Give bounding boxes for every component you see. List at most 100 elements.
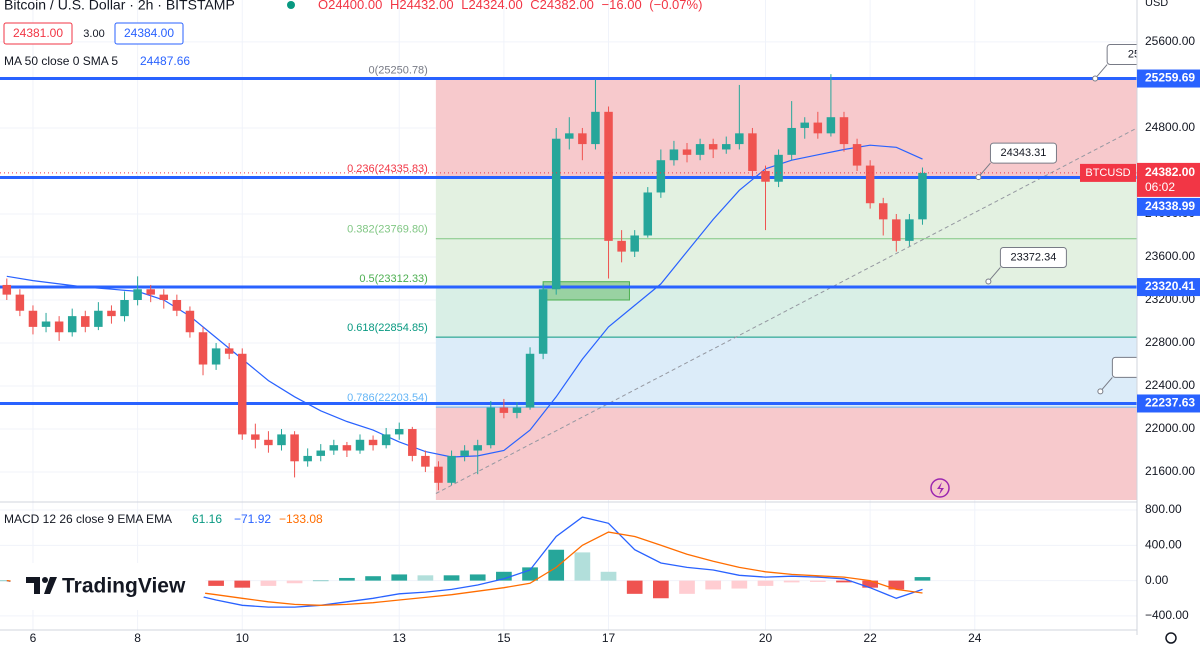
fib-zone [435,177,1137,239]
ohlc-change-pct: (−0.07%) [649,0,702,12]
hline-price-tag [1137,394,1200,413]
callout-box [989,142,1057,164]
candle-body [185,310,195,333]
axis-background [1137,0,1200,647]
callout-leader [1099,377,1113,392]
candle-body [2,284,12,295]
callout-box [999,246,1067,268]
histogram-bar [862,580,878,588]
histogram-bar [365,576,381,581]
hline-price-label: 22237.63 [1145,396,1195,410]
spread: 3.00 [83,28,104,40]
ask-box[interactable] [114,22,184,45]
candle-body [512,407,522,413]
histogram-bar [809,580,826,582]
candle-body [656,160,666,193]
callout-text: 23372.34 [1010,251,1056,263]
y-tick-label: 400.00 [1145,538,1182,552]
candle-body [316,450,325,456]
histogram-bar [679,580,695,594]
candle-body [682,149,692,155]
fib-level-label: 0.5(23312.33) [359,273,428,285]
candle-body [434,466,443,483]
events-icon[interactable] [930,478,950,498]
candle-body [591,111,600,145]
candle-body [81,316,90,327]
candle-body [525,353,535,408]
histogram-bar [574,552,591,581]
histogram-bar [600,571,617,581]
candle-body [800,122,809,128]
candle-body [708,144,718,150]
bid-box[interactable] [3,22,73,45]
histogram-bar [653,580,669,599]
candle-body [368,439,378,446]
fib-level-label: 0.618(22854.85) [347,322,428,334]
macd-hist-value: 61.16 [192,512,222,526]
callout-anchor [1097,388,1104,395]
hline-price-tag [1137,69,1200,88]
candle-body [604,111,613,241]
candle-body [722,144,731,150]
symbol-title: Bitcoin / U.S. Dollar · 2h · BITSTAMP [4,0,235,13]
candle-body [538,289,548,354]
candle-body [421,455,430,467]
candle-body [381,434,391,446]
callout-leader [978,162,991,178]
candle-body [447,455,456,483]
histogram-bar [286,580,303,584]
y-tick-label: 21600.00 [1145,464,1195,478]
histogram-bar [339,577,355,581]
histogram-bar [312,580,329,582]
candle-body [355,439,365,451]
candle-body [342,445,352,451]
candle-body [15,294,25,311]
candle-body [211,348,221,365]
ohlc-low: L24324.00 [461,0,522,12]
currency: USD [1145,0,1168,9]
fib-level-label: 0.786(22203.54) [347,392,428,404]
histogram-bar [548,549,565,581]
hline-price-tag [1137,197,1200,216]
y-tick-label: 0.00 [1145,573,1169,587]
last-price-label: 24382.00 [1145,165,1195,179]
settings-icon[interactable] [1165,632,1177,644]
logo-dot [42,577,48,583]
price-pane: 0(25250.78) 0.236(24335.83) 0.382(23769.80… [0,0,1179,630]
fib-level-label: 0(25250.78) [369,64,428,76]
countdown: 06:02 [1145,180,1175,194]
candle-body [565,133,574,139]
macd-legend: MACD 12 26 close 9 EMA EMA [4,512,172,526]
candle-body [394,429,404,435]
histogram-bar [888,580,905,590]
logo-mark [26,577,57,594]
x-tick-label: 13 [393,631,407,645]
candle-body [329,445,339,451]
candle-body [486,407,496,446]
histogram-bar [260,580,277,586]
candle-body [238,353,247,435]
candle-body [878,203,888,220]
y-tick-label: −400.00 [1145,608,1189,622]
x-tick-label: 8 [134,631,141,645]
x-tick-label: 6 [30,631,37,645]
histogram-bar [234,580,251,588]
callout-anchor [1092,75,1099,82]
y-tick-label: 22800.00 [1145,335,1195,349]
ma-legend: MA 50 close 0 SMA 5 [4,54,118,68]
ohlc-high: H24432.00 [390,0,454,12]
macd-line-value: −71.92 [234,512,271,526]
candle-body [813,122,823,134]
histogram-bar [783,580,800,583]
candle-body [264,439,273,446]
candle-body [669,149,679,161]
histogram-bar [626,580,643,594]
candle-body [852,144,862,166]
hline-price-label: 24338.99 [1145,199,1195,213]
x-tick-label: 24 [968,631,982,645]
candle-body [120,300,129,317]
hline-price-label: 23320.41 [1145,279,1195,293]
ma-legend-value: 24487.66 [140,54,190,68]
candle-body [473,445,482,451]
